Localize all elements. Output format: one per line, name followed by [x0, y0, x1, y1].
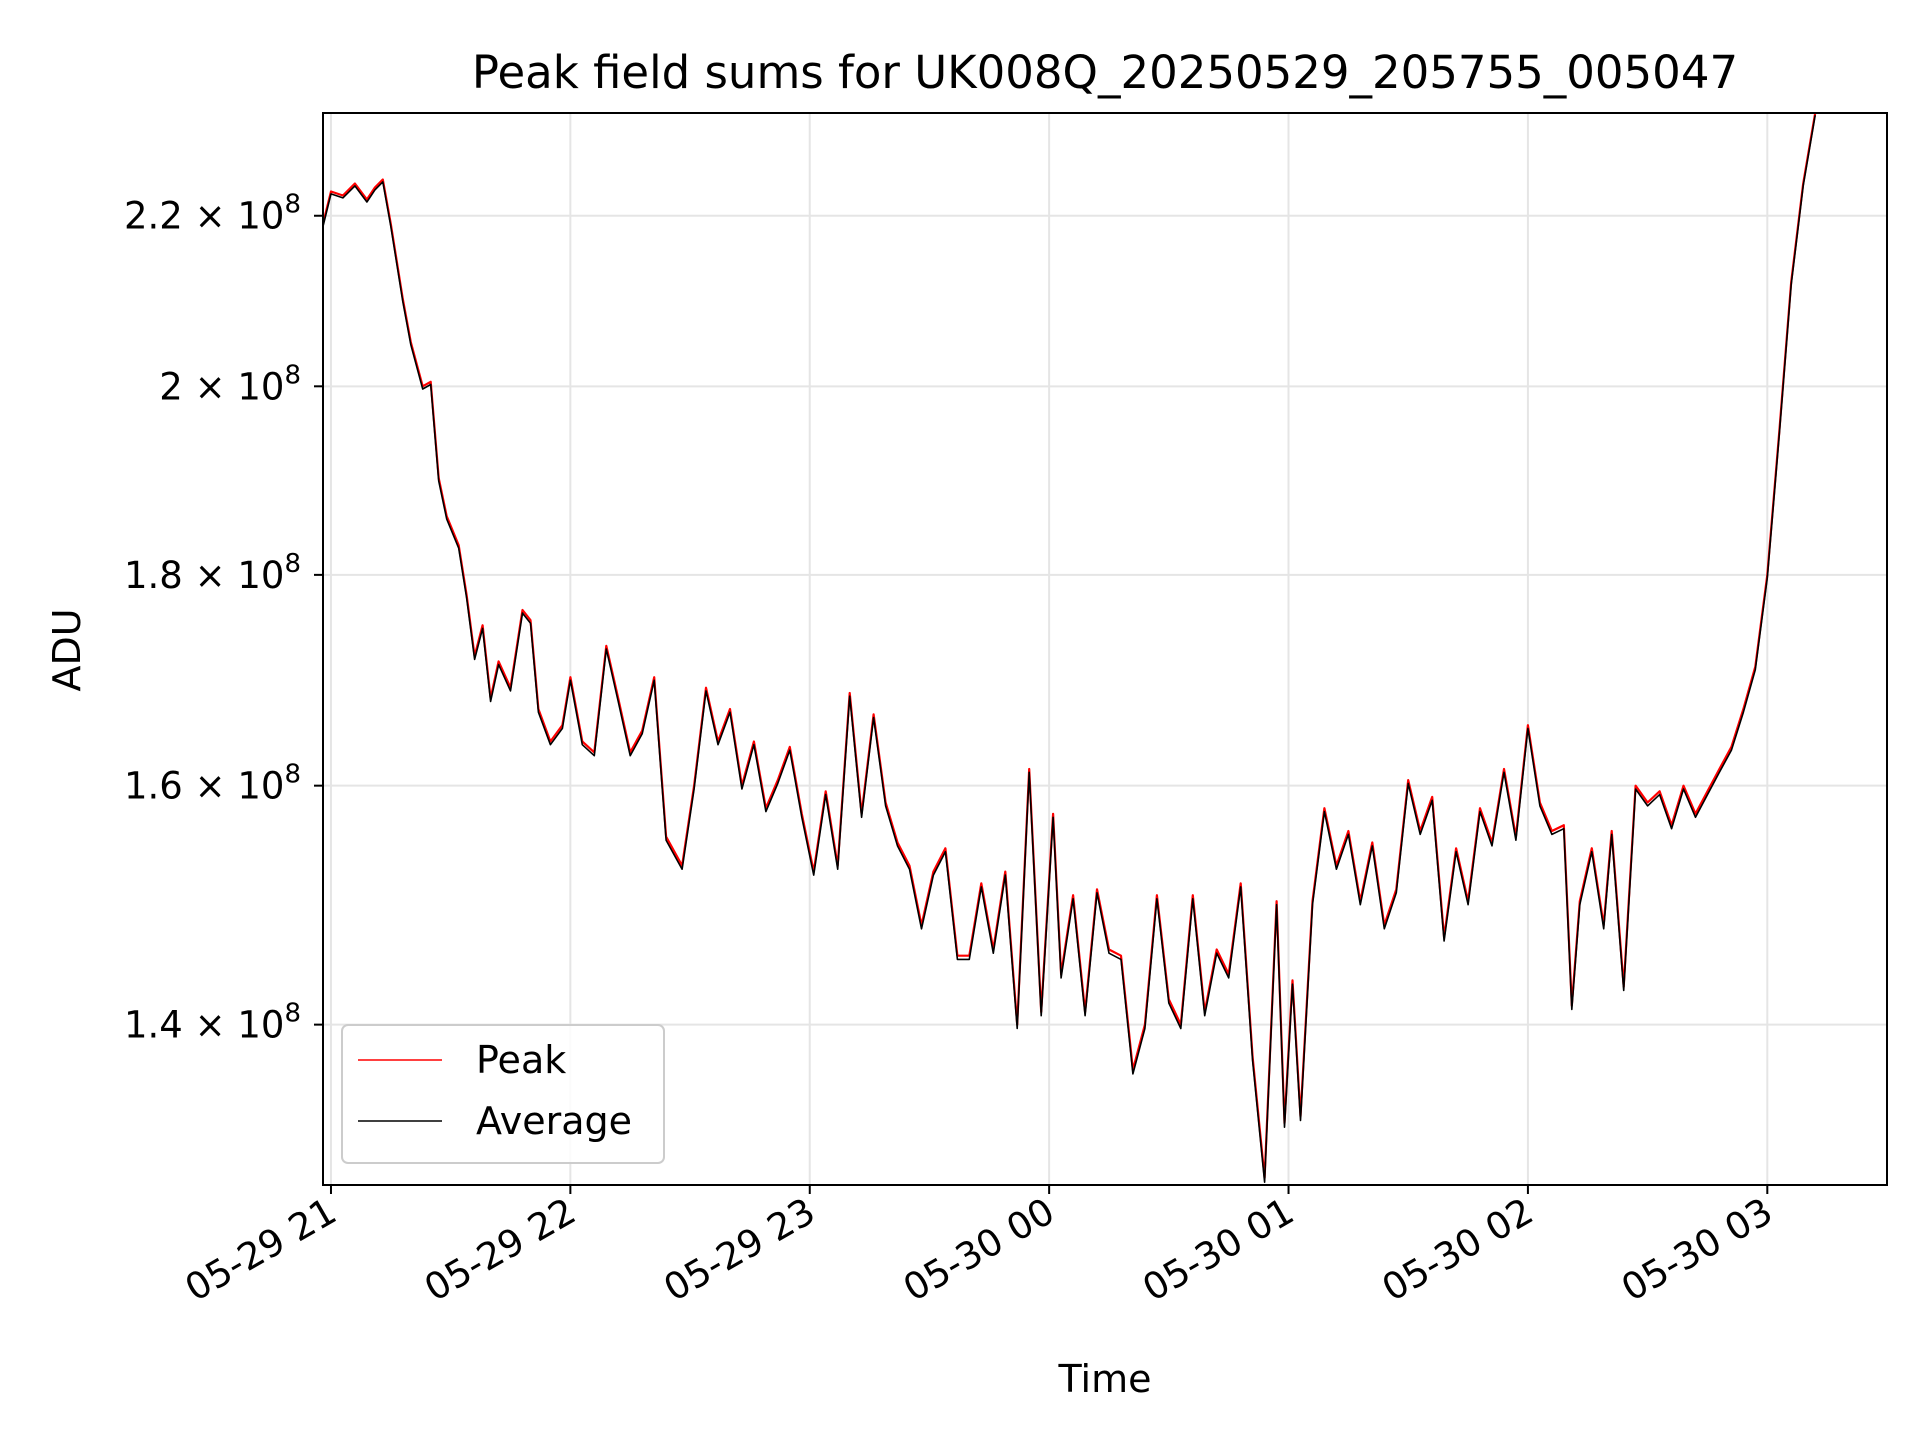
y-tick-times: × 10	[183, 365, 285, 408]
y-axis-label: ADU	[45, 608, 89, 691]
legend: Peak Average	[341, 1024, 665, 1164]
y-tick-exponent: 8	[284, 190, 301, 220]
y-tick-times: × 10	[183, 554, 285, 597]
y-tick-times: × 10	[183, 195, 285, 238]
y-tick-label: 1.6 × 108	[124, 760, 301, 808]
y-tick-exponent: 8	[284, 999, 301, 1029]
y-tick-label: 2.2 × 108	[124, 190, 301, 238]
y-tick-mantissa: 1.4	[124, 1004, 183, 1047]
legend-label-peak: Peak	[476, 1038, 566, 1082]
legend-label-average: Average	[476, 1099, 632, 1143]
y-tick-label: 2 × 108	[159, 360, 301, 408]
y-tick-mantissa: 1.8	[124, 554, 183, 597]
y-tick-label: 1.8 × 108	[124, 549, 301, 597]
chart-title: Peak field sums for UK008Q_20250529_2057…	[472, 46, 1738, 99]
y-tick-mantissa: 1.6	[124, 765, 183, 808]
y-tick-label: 1.4 × 108	[124, 999, 301, 1047]
y-tick-times: × 10	[183, 765, 285, 808]
series-lines	[323, 113, 1817, 1183]
y-tick-exponent: 8	[284, 360, 301, 390]
y-tick-mantissa: 2	[159, 365, 183, 408]
series-line-average	[323, 115, 1816, 1183]
y-tick-exponent: 8	[284, 549, 301, 579]
y-tick-times: × 10	[183, 1004, 285, 1047]
y-tick-exponent: 8	[284, 760, 301, 790]
plot-frame	[322, 112, 1888, 1186]
x-axis-label: Time	[1058, 1357, 1152, 1401]
y-tick-mantissa: 2.2	[124, 195, 183, 238]
series-line-peak	[323, 113, 1817, 1180]
